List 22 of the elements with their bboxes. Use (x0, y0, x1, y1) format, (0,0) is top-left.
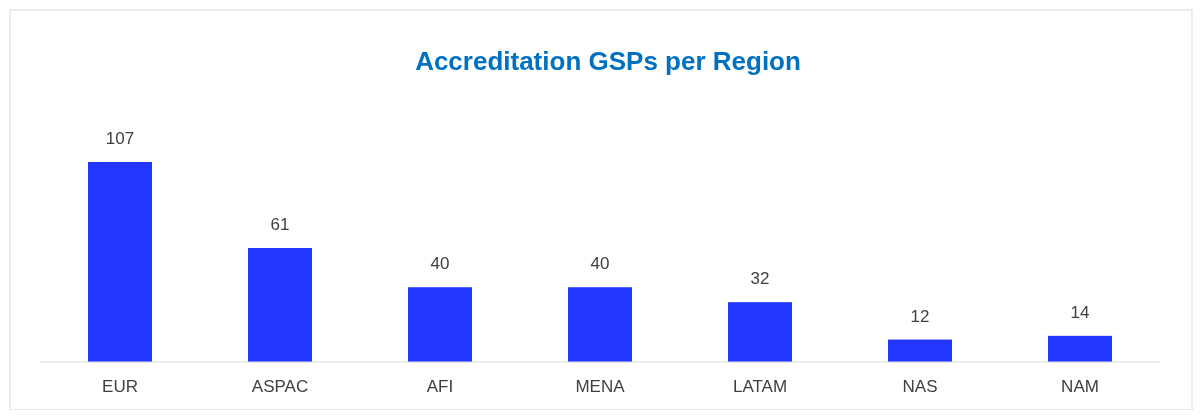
data-label: 40 (590, 254, 610, 274)
data-label: 32 (750, 269, 770, 289)
data-label: 12 (910, 306, 930, 326)
bar (1048, 335, 1112, 362)
x-tick-label: NAM (1061, 377, 1099, 396)
x-tick-label: EUR (102, 377, 138, 396)
bar (568, 287, 632, 362)
bar (88, 162, 152, 362)
bar (728, 302, 792, 362)
chart-title: Accreditation GSPs per Region (415, 46, 801, 76)
data-label: 107 (105, 129, 135, 148)
x-tick-label: ASPAC (251, 377, 309, 396)
x-tick-label: LATAM (732, 377, 788, 396)
x-tick-label: MENA (575, 377, 626, 396)
bar (408, 287, 472, 362)
data-label: 61 (270, 214, 290, 234)
x-tick-label: NAS (902, 377, 938, 396)
data-label: 14 (1070, 302, 1090, 322)
bar (888, 339, 952, 362)
bar (248, 247, 312, 362)
x-tick-label: AFI (426, 377, 454, 396)
data-label: 40 (430, 254, 450, 274)
